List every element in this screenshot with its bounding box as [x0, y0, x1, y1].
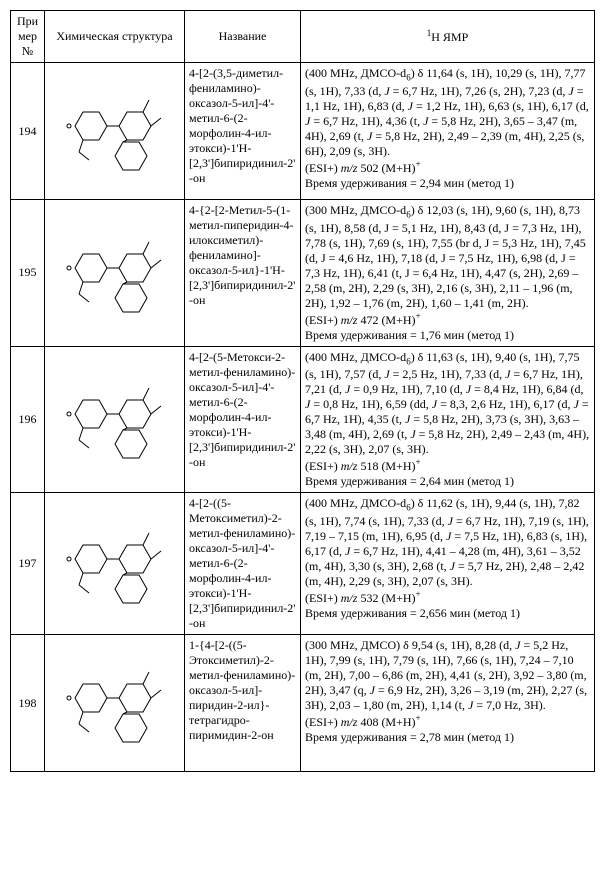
nmr-data: (400 MHz, ДМСО-d6) δ 11,62 (s, 1H), 9,44…: [301, 493, 595, 635]
nmr-data: (300 MHz, ДМСО-d6) δ 12,03 (s, 1H), 9,60…: [301, 200, 595, 347]
chemical-structure: [45, 63, 185, 200]
compound-name: 4-[2-(3,5-диметил-фениламино)-оксазол-5-…: [185, 63, 301, 200]
compound-name: 4-[2-((5-Метоксиметил)-2-метил-фениламин…: [185, 493, 301, 635]
example-number: 194: [11, 63, 45, 200]
nmr-data: (300 MHz, ДМСО) δ 9,54 (s, 1H), 8,28 (d,…: [301, 635, 595, 772]
compound-name: 4-{2-[2-Метил-5-(1-метил-пиперидин-4-ило…: [185, 200, 301, 347]
chemical-structure: [45, 346, 185, 493]
table-row: 197 4-[2-((5-Метоксиметил)-2-метил-фенил…: [11, 493, 595, 635]
example-number: 197: [11, 493, 45, 635]
header-nmr: 1H ЯМР: [301, 11, 595, 63]
example-number: 198: [11, 635, 45, 772]
table-row: 198 1-{4-[2-((5-Этоксиметил)-2-метил-фен…: [11, 635, 595, 772]
table-header-row: При мер № Химическая структура Название …: [11, 11, 595, 63]
table-row: 194 4-[2-(3,5-диметил-фениламино)-оксазо…: [11, 63, 595, 200]
compound-name: 4-[2-(5-Метокси-2-метил-фениламино)-окса…: [185, 346, 301, 493]
nmr-data: (400 MHz, ДМСО-d6) δ 11,64 (s, 1H), 10,2…: [301, 63, 595, 200]
chemical-structure: [45, 635, 185, 772]
header-name: Название: [185, 11, 301, 63]
chemical-structure: [45, 200, 185, 347]
nmr-data: (400 MHz, ДМСО-d6) δ 11,63 (s, 1H), 9,40…: [301, 346, 595, 493]
compound-name: 1-{4-[2-((5-Этоксиметил)-2-метил-фенилам…: [185, 635, 301, 772]
example-number: 195: [11, 200, 45, 347]
table-row: 196 4-[2-(5-Метокси-2-метил-фениламино)-…: [11, 346, 595, 493]
table-row: 195 4-{2-[2-Метил-5-(1-метил-пиперидин-4…: [11, 200, 595, 347]
nmr-table: При мер № Химическая структура Название …: [10, 10, 595, 772]
example-number: 196: [11, 346, 45, 493]
header-nmr-text: H ЯМР: [431, 30, 468, 44]
header-num: При мер №: [11, 11, 45, 63]
chemical-structure: [45, 493, 185, 635]
header-structure: Химическая структура: [45, 11, 185, 63]
